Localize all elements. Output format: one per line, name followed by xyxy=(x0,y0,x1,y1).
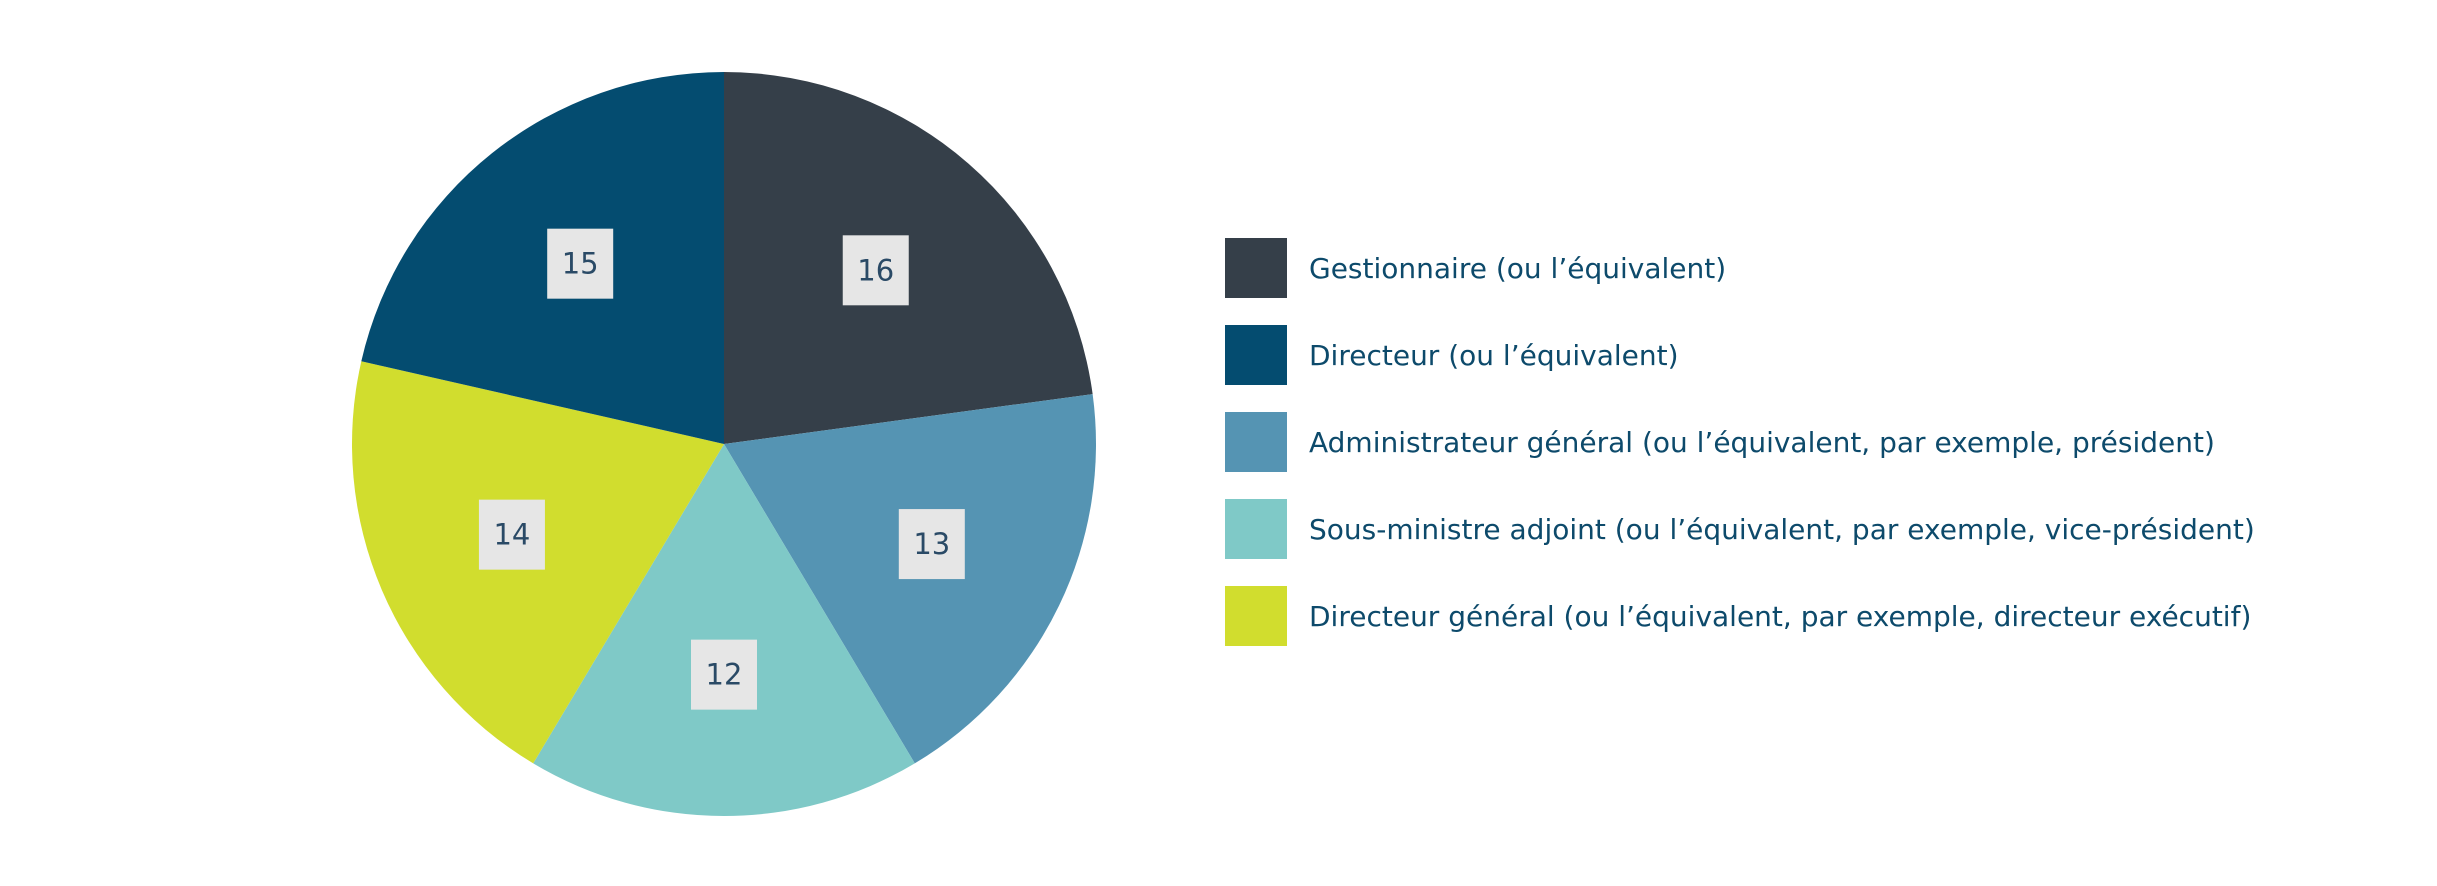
legend-label: Sous-ministre adjoint (ou l’équivalent, … xyxy=(1309,512,2255,546)
data-label-value: 12 xyxy=(706,658,743,692)
data-label-box xyxy=(547,228,614,299)
legend-item-directeur-general: Directeur général (ou l’équivalent, par … xyxy=(1225,586,2255,646)
legend-item-sous-ministre-adjoint: Sous-ministre adjoint (ou l’équivalent, … xyxy=(1225,499,2255,559)
pie-slice xyxy=(361,72,724,444)
legend-swatch xyxy=(1225,325,1287,385)
data-label-value: 14 xyxy=(493,518,530,552)
legend-item-gestionnaire: Gestionnaire (ou l’équivalent) xyxy=(1225,238,2255,298)
legend-swatch xyxy=(1225,412,1287,472)
legend-label: Directeur (ou l’équivalent) xyxy=(1309,338,1679,372)
data-label-box xyxy=(898,509,965,580)
legend-item-administrateur-general: Administrateur général (ou l’équivalent,… xyxy=(1225,412,2255,472)
legend-label: Directeur général (ou l’équivalent, par … xyxy=(1309,599,2252,633)
data-label-value: 15 xyxy=(562,247,599,281)
data-label-value: 16 xyxy=(857,253,894,287)
legend-label: Administrateur général (ou l’équivalent,… xyxy=(1309,425,2215,459)
legend-label: Gestionnaire (ou l’équivalent) xyxy=(1309,251,1727,285)
pie-slices xyxy=(352,72,1096,816)
data-label-box xyxy=(691,639,757,710)
data-label: 14 xyxy=(478,499,545,570)
data-label: 16 xyxy=(842,235,909,306)
data-label-box xyxy=(478,499,545,570)
legend-swatch xyxy=(1225,586,1287,646)
legend-item-directeur: Directeur (ou l’équivalent) xyxy=(1225,325,2255,385)
pie-data-labels: 16 13 12 14 15 xyxy=(478,228,965,710)
legend: Gestionnaire (ou l’équivalent) Directeur… xyxy=(1225,238,2255,673)
pie-chart: 16 13 12 14 15 xyxy=(352,72,1096,816)
data-label: 13 xyxy=(898,509,965,580)
data-label-value: 13 xyxy=(913,527,950,561)
data-label-box xyxy=(842,235,909,306)
data-label: 15 xyxy=(547,228,614,299)
legend-swatch xyxy=(1225,238,1287,298)
legend-swatch xyxy=(1225,499,1287,559)
data-label: 12 xyxy=(691,639,757,710)
pie-slice xyxy=(533,444,915,816)
